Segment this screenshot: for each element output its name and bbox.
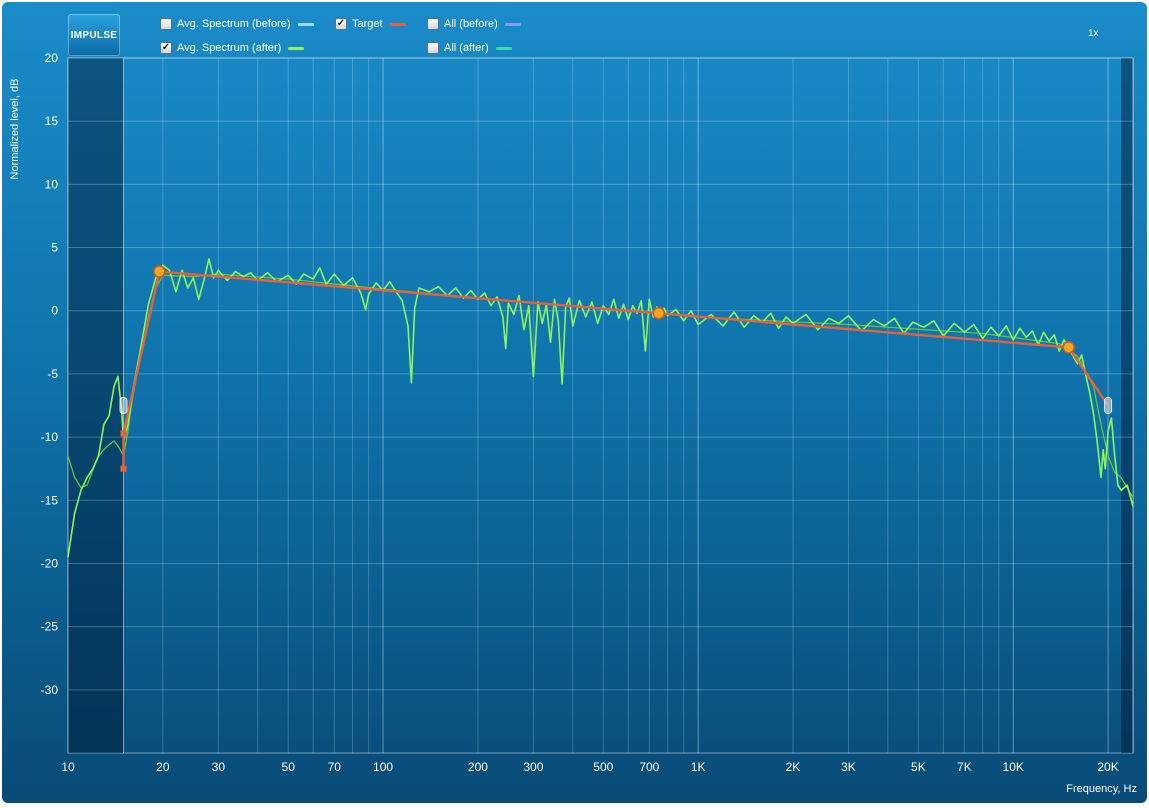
- logo-text: IMPULSE: [70, 29, 118, 41]
- y-tick-label: -30: [41, 683, 59, 697]
- legend-all-before[interactable]: All (before): [427, 16, 521, 32]
- y-axis-title: Normalized level, dB: [9, 78, 21, 180]
- plot-area: [67, 57, 1134, 754]
- y-tick-label: -15: [41, 493, 59, 507]
- target-handle[interactable]: [153, 265, 166, 278]
- y-tick-label: -10: [41, 430, 59, 444]
- legend-label: All (before): [444, 18, 498, 30]
- zoom-indicator[interactable]: 1x: [1088, 28, 1099, 39]
- checkbox-avg-spectrum-after[interactable]: ✓: [160, 42, 172, 54]
- y-tick-label: 20: [45, 51, 59, 65]
- x-tick-label: 70: [328, 760, 342, 774]
- legend-swatch: [495, 46, 512, 50]
- y-tick-label: 10: [45, 177, 59, 191]
- target-endpoint: [120, 465, 127, 472]
- x-tick-label: 20K: [1097, 760, 1118, 774]
- x-tick-label: 30: [212, 760, 226, 774]
- legend-label: Target: [352, 18, 383, 30]
- x-tick-label: 10: [61, 760, 75, 774]
- excluded-frequency-band: [1121, 58, 1133, 753]
- legend-avg-spectrum-after[interactable]: ✓ Avg. Spectrum (after): [160, 40, 305, 56]
- target-endpoint: [120, 430, 127, 437]
- target-handle[interactable]: [652, 307, 666, 320]
- range-limit-handle: [119, 397, 128, 414]
- x-tick-label: 50: [282, 760, 296, 774]
- target-curve: [122, 270, 1110, 469]
- series-line: [67, 258, 1134, 558]
- legend-label: Avg. Spectrum (after): [177, 42, 282, 54]
- target-handle[interactable]: [1062, 341, 1075, 354]
- y-tick-label: -20: [41, 556, 59, 570]
- x-tick-label: 300: [523, 760, 543, 774]
- x-axis-title: Frequency, Hz: [1066, 783, 1137, 795]
- x-tick-label: 10K: [1003, 760, 1024, 774]
- legend-swatch: [504, 22, 521, 26]
- x-tick-label: 5K: [911, 760, 926, 774]
- impulse-logo: IMPULSE: [68, 14, 120, 56]
- y-tick-label: -25: [41, 620, 59, 634]
- checkbox-target[interactable]: ✓: [335, 18, 347, 30]
- legend-all-after[interactable]: All (after): [427, 40, 512, 56]
- legend-label: All (after): [444, 42, 489, 54]
- x-tick-label: 7K: [957, 760, 972, 774]
- range-limit-handle: [1104, 397, 1113, 414]
- legend-label: Avg. Spectrum (before): [177, 18, 291, 30]
- legend-swatch: [297, 22, 314, 26]
- x-tick-label: 500: [593, 760, 613, 774]
- y-tick-label: 0: [51, 304, 58, 318]
- x-tick-label: 3K: [841, 760, 856, 774]
- checkbox-avg-spectrum-before[interactable]: [160, 18, 172, 30]
- y-tick-label: 15: [45, 114, 59, 128]
- x-tick-label: 1K: [691, 760, 706, 774]
- checkbox-all-before[interactable]: [427, 18, 439, 30]
- legend-swatch: [389, 22, 406, 26]
- x-tick-label: 100: [373, 760, 393, 774]
- y-tick-label: -5: [47, 367, 58, 381]
- x-tick-label: 20: [156, 760, 170, 774]
- checkbox-all-after[interactable]: [427, 42, 439, 54]
- excluded-frequency-band: [68, 58, 124, 753]
- legend-target[interactable]: ✓ Target: [335, 16, 406, 32]
- y-tick-label: 5: [51, 241, 58, 255]
- x-tick-label: 700: [639, 760, 659, 774]
- x-tick-label: 200: [468, 760, 488, 774]
- legend-avg-spectrum-before[interactable]: Avg. Spectrum (before): [160, 16, 314, 32]
- legend-swatch: [288, 46, 305, 50]
- x-tick-label: 2K: [786, 760, 801, 774]
